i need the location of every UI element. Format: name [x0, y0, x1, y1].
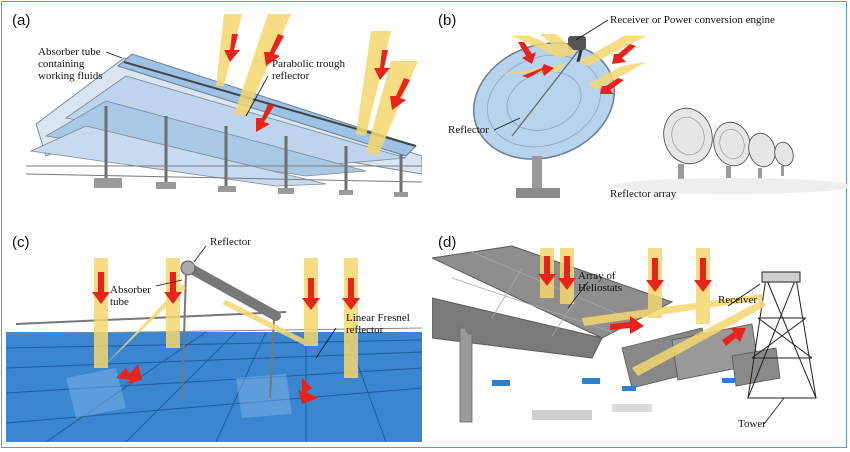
solar-tower-illustration: [432, 245, 817, 425]
ray-arrow-icon: [92, 272, 360, 404]
parabolic-trough-label: Parabolic trough reflector: [272, 58, 345, 82]
absorber-tube-label-line3: working fluids: [38, 70, 103, 82]
dish-reflector-icon: [472, 36, 848, 198]
ray-arrow-icon: [224, 34, 410, 132]
absorber-tube-label: Absorber tube: [110, 284, 151, 308]
heliostats-label-line2: Heliostats: [578, 282, 622, 294]
tower-label: Tower: [738, 418, 766, 430]
panel-a-tag: (a): [12, 12, 31, 29]
absorber-tube-label-line1: Absorber tube: [38, 46, 101, 58]
parabolic-trough-label-line2: reflector: [272, 70, 310, 82]
heliostats-label: Array of Heliostats: [578, 270, 622, 294]
parabolic-trough-icon: [25, 53, 422, 197]
parabolic-trough-illustration: [6, 14, 422, 220]
linear-fresnel-label-line2: reflector: [346, 324, 384, 336]
panel-c-tag: (c): [12, 234, 30, 251]
linear-fresnel-label: Linear Fresnel reflector: [346, 312, 410, 336]
linear-fresnel-illustration: [6, 245, 422, 442]
parabolic-trough-label-line1: Parabolic trough: [272, 58, 346, 70]
fresnel-reflector-icon: [6, 260, 422, 442]
absorber-tube-label-line2: containing: [38, 58, 85, 70]
panel-solar-tower: (d) Array of Heliostats Receiver Tower: [432, 228, 848, 442]
ray-arrow-icon: [538, 256, 746, 346]
panel-dish-reflector: (b) Receiver or Power conversion engine …: [432, 6, 848, 220]
linear-fresnel-label-line1: Linear Fresnel: [346, 312, 410, 324]
absorber-tube-label-line1: Absorber: [110, 284, 151, 296]
dish-reflector-illustration: [472, 19, 848, 198]
absorber-tube-label: Absorber tube containing working fluids: [38, 46, 102, 82]
panel-parabolic-trough: (a) Absorber tube containing working flu…: [6, 6, 422, 220]
panel-linear-fresnel: (c) Reflector Absorber tube Linear Fresn…: [6, 228, 422, 442]
reflector-label: Reflector: [448, 124, 489, 136]
absorber-tube-label-line2: tube: [110, 296, 129, 308]
heliostats-label-line1: Array of: [578, 270, 616, 282]
tower-icon: [747, 271, 817, 399]
receiver-label: Receiver or Power conversion engine: [610, 14, 775, 26]
panel-d-tag: (d): [438, 234, 457, 251]
receiver-label: Receiver: [718, 294, 758, 306]
reflector-array-label: Reflector array: [610, 188, 677, 200]
reflector-label: Reflector: [210, 236, 251, 248]
ray-arrow-icon: [518, 42, 636, 94]
panel-b-tag: (b): [438, 12, 457, 29]
